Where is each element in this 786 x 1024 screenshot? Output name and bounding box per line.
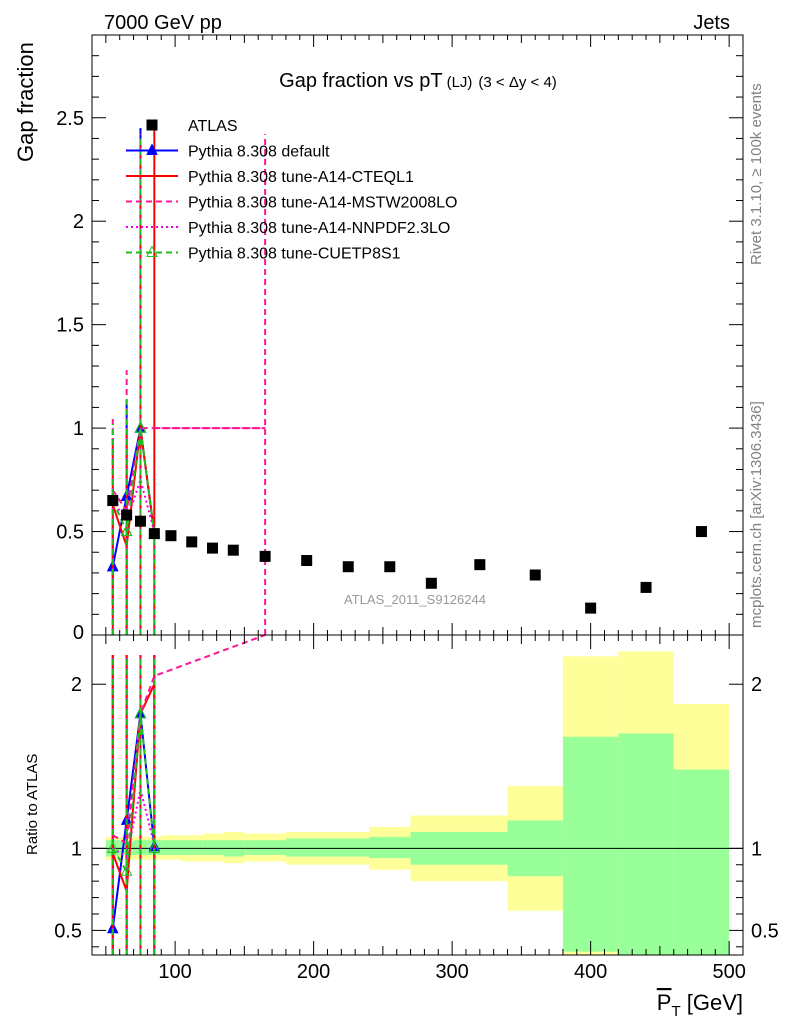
main-series-line: [111, 476, 156, 532]
atlas-point: [695, 526, 707, 538]
main-y-tick-label: 0.5: [56, 522, 84, 544]
svg-text:Gap fraction vs pT(LJ)(3 < Δy: Gap fraction vs pT (LJ) (3 < Δy < 4): [279, 70, 557, 92]
atlas-point: [227, 544, 239, 556]
ratio-band-inner: [202, 840, 224, 855]
ratio-frame: [91, 634, 744, 956]
x-tick-label: 300: [435, 961, 468, 983]
main-y-tick-label: 0: [73, 622, 84, 644]
atlas-point: [134, 515, 146, 527]
ratio-series-point: [106, 841, 119, 853]
atlas-point: [207, 542, 219, 554]
ratio-y-tick-label: 2: [71, 674, 82, 696]
ratio-series-line: [112, 634, 266, 846]
atlas-point: [107, 495, 119, 507]
main-y-tick-label: 2.5: [56, 108, 84, 130]
atlas-point: [640, 581, 652, 593]
ratio-band-inner: [182, 840, 203, 855]
atlas-point: [148, 528, 160, 540]
atlas-point: [529, 569, 541, 581]
ratio-band-inner: [244, 840, 286, 855]
legend-marker: [146, 119, 158, 131]
rivet-version-label: Rivet 3.1.10, ≥ 100k events: [748, 83, 765, 265]
ratio-y-tick-label: 0.5: [54, 920, 82, 942]
ratio-y-tick-label: 1: [71, 838, 82, 860]
title-sub: (LJ): [447, 74, 473, 91]
atlas-point: [259, 550, 271, 562]
legend: ATLAS Pythia 8.308 default Pythia 8.308 tu…: [126, 118, 457, 263]
legend-entry-label: ATLAS: [188, 118, 238, 135]
ratio-y-tick-label-right: 2: [751, 674, 762, 696]
x-tick-label: 200: [297, 961, 330, 983]
legend-marker: [146, 245, 158, 257]
main-series-line: [111, 427, 156, 547]
ratio-band-inner: [369, 836, 411, 859]
main-series-point: [134, 420, 147, 433]
watermark-label: ATLAS_2011_S9126244: [344, 592, 486, 607]
ratio-series-point: [148, 841, 161, 853]
ratio-marks-layer: [106, 634, 266, 955]
ratio-band-inner: [285, 838, 328, 857]
main-y-tick-label: 1.5: [56, 315, 84, 337]
title-main: Gap fraction vs pT: [279, 70, 442, 92]
ratio-series-line: [111, 713, 156, 929]
atlas-point: [474, 559, 486, 571]
atlas-point: [186, 536, 198, 548]
ratio-y-tick-label-right: 0.5: [751, 920, 779, 942]
main-series-line: [111, 427, 156, 567]
ratio-series-line: [111, 713, 156, 875]
chart-title: Gap fraction vs pT (LJ) (3 < Δy < 4): [279, 70, 557, 92]
ratio-panel: 0.5 0.5 1 1 2 2 100 200 300 400 500: [54, 634, 779, 983]
atlas-point: [585, 602, 597, 614]
legend-entry-label: Pythia 8.308 tune-A14-CTEQL1: [188, 169, 414, 186]
ratio-band-inner: [618, 733, 674, 955]
x-axis-label: PT [GeV]: [657, 990, 743, 1020]
legend-entry-label: Pythia 8.308 tune-A14-NNPDF2.3LO: [188, 220, 450, 237]
process-label: Jets: [693, 12, 730, 34]
main-panel: 0.5 1 1.5 2 2.5 0 ATLAS_2011_S9126244: [56, 34, 744, 644]
x-tick-label: 400: [574, 961, 607, 983]
ratio-series-line: [111, 683, 156, 892]
ratio-ticks-layer: 0.5 0.5 1 1 2 2 100 200 300 400 500: [54, 635, 779, 983]
main-ticks-layer: 0.5 1 1.5 2 2.5 0: [56, 35, 743, 644]
ratio-band-inner: [673, 769, 730, 955]
ratio-series-line: [112, 789, 156, 859]
y-axis-label: Gap fraction: [13, 42, 38, 162]
main-series-point: [120, 524, 133, 537]
ratio-series-point: [134, 706, 147, 719]
legend-entry-label: Pythia 8.308 tune-CUETP8S1: [188, 246, 401, 263]
ratio-band-inner: [161, 840, 183, 855]
energy-label: 7000 GeV pp: [104, 12, 222, 34]
atlas-point: [121, 509, 133, 521]
main-y-tick-label: 2: [73, 211, 84, 233]
atlas-point: [301, 555, 313, 567]
atlas-point: [342, 561, 354, 573]
ratio-y-axis-label: Ratio to ATLAS: [24, 754, 41, 855]
legend-marker: [146, 143, 158, 155]
title-range: (3 < Δy < 4): [478, 74, 556, 91]
x-tick-label: 500: [712, 961, 745, 983]
legend-entry-label: Pythia 8.308 default: [188, 144, 330, 161]
ratio-y-tick-label-right: 1: [751, 838, 762, 860]
atlas-point: [165, 530, 177, 542]
reference-label: mcplots.cern.ch [arXiv:1306.3436]: [748, 401, 765, 628]
legend-entry-label: Pythia 8.308 tune-A14-MSTW2008LO: [188, 195, 457, 212]
atlas-point: [425, 577, 437, 589]
ratio-series-point: [120, 864, 133, 876]
ratio-band-inner: [327, 838, 370, 857]
main-marks-layer: [106, 128, 707, 635]
main-series-line: [111, 427, 156, 536]
main-y-tick-label: 1: [73, 418, 84, 440]
atlas-point: [384, 561, 396, 573]
ratio-band-inner: [562, 736, 619, 952]
ratio-bands-layer: [92, 651, 743, 955]
x-tick-label: 100: [158, 961, 191, 983]
